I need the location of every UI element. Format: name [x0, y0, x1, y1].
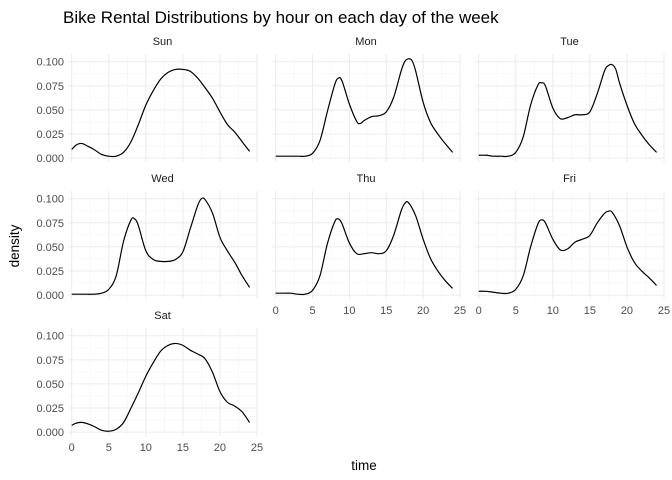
facet-panels: Sun 0.000 0.025 0.050 0.075 0.100 Mon Tue Wed 0.0… [36, 36, 670, 454]
density-curve-sat [71, 342, 251, 432]
x-tick-label: 25 [251, 442, 263, 454]
y-tick-label: 0.075 [36, 81, 64, 93]
y-tick-label: 0.100 [36, 194, 64, 206]
y-tick-label: 0.025 [36, 266, 64, 278]
x-tick-label: 0 [69, 442, 75, 454]
y-axis-title: density [7, 224, 22, 267]
density-curve-tue [478, 63, 658, 158]
facet-label-fri: Fri [563, 173, 576, 185]
density-curve-fri [478, 210, 658, 295]
x-tick-label: 20 [621, 305, 633, 317]
facet-panel-thu: Thu 0 5 10 15 20 25 [272, 173, 466, 317]
x-tick-label: 25 [658, 305, 670, 317]
y-tick-label: 0.000 [36, 427, 64, 439]
facet-label-tue: Tue [560, 36, 579, 48]
facet-label-wed: Wed [151, 173, 173, 185]
y-tick-label: 0.050 [36, 379, 64, 391]
y-tick-label: 0.025 [36, 129, 64, 141]
facet-panel-fri: Fri 0 5 10 15 20 25 [475, 173, 670, 317]
x-tick-label: 10 [343, 305, 355, 317]
density-curve-sun [71, 68, 251, 158]
y-tick-label: 0.100 [36, 57, 64, 69]
x-tick-label: 5 [309, 305, 315, 317]
x-tick-label: 0 [273, 305, 279, 317]
y-tick-label: 0.100 [36, 331, 64, 343]
x-tick-label: 25 [454, 305, 466, 317]
y-tick-label: 0.050 [36, 242, 64, 254]
facet-panel-sat: Sat 0.000 0.025 0.050 0.075 0.100 0 5 10 15 20 25 [36, 310, 263, 454]
x-tick-label: 0 [476, 305, 482, 317]
chart-title: Bike Rental Distributions by hour on eac… [63, 8, 499, 27]
facet-label-sat: Sat [154, 310, 171, 322]
density-curve-thu [275, 200, 454, 296]
facet-panel-wed: Wed 0.000 0.025 0.050 0.075 0.100 [36, 173, 258, 302]
facet-label-thu: Thu [357, 173, 376, 185]
x-tick-label: 10 [140, 442, 152, 454]
facet-panel-sun: Sun 0.000 0.025 0.050 0.075 0.100 [36, 36, 258, 165]
y-tick-label: 0.050 [36, 105, 64, 117]
facet-label-mon: Mon [355, 36, 376, 48]
x-tick-label: 10 [547, 305, 559, 317]
facet-panel-mon: Mon [272, 36, 461, 162]
x-tick-label: 15 [177, 442, 189, 454]
x-tick-label: 5 [106, 442, 112, 454]
facet-panel-tue: Tue [475, 36, 665, 162]
x-tick-label: 15 [584, 305, 596, 317]
x-tick-label: 20 [417, 305, 429, 317]
y-tick-label: 0.075 [36, 218, 64, 230]
x-tick-label: 5 [513, 305, 519, 317]
y-tick-label: 0.075 [36, 355, 64, 367]
x-tick-label: 15 [380, 305, 392, 317]
x-tick-label: 20 [214, 442, 226, 454]
x-axis-title: time [351, 458, 377, 473]
y-tick-label: 0.000 [36, 290, 64, 302]
y-tick-label: 0.000 [36, 153, 64, 165]
y-tick-label: 0.025 [36, 403, 64, 415]
density-curve-wed [71, 197, 251, 295]
density-curve-mon [275, 58, 454, 158]
facet-label-sun: Sun [153, 36, 173, 48]
